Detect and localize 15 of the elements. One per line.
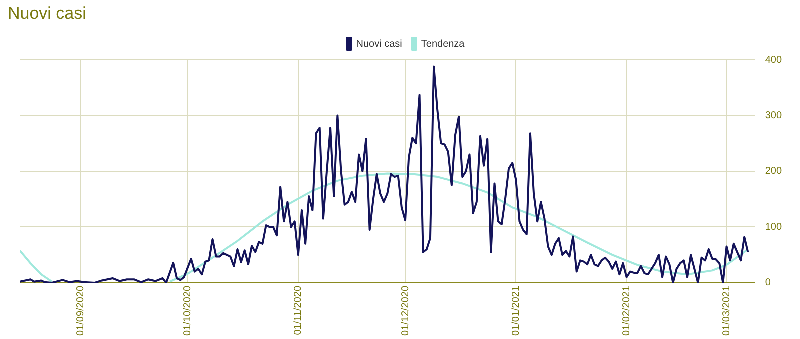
x-tick-label: 01/11/2020 <box>293 286 304 336</box>
y-tick-label: 100 <box>765 222 782 233</box>
x-tick-label: 01/01/2021 <box>510 286 522 336</box>
y-tick-label: 300 <box>765 110 782 122</box>
x-tick-label: 01/12/2020 <box>400 286 412 336</box>
x-tick-label: 01/10/2020 <box>182 286 194 336</box>
legend-label: Tendenza <box>421 38 466 50</box>
y-tick-label: 0 <box>765 278 772 289</box>
chart-title: Nuovi casi <box>8 4 86 24</box>
x-tick-label: 01/02/2021 <box>622 286 633 336</box>
y-tick-label: 200 <box>765 166 782 178</box>
x-tick-label: 01/09/2020 <box>75 286 86 336</box>
legend-label: Nuovi casi <box>356 38 402 50</box>
x-tick-label: 01/03/2021 <box>722 286 733 336</box>
y-tick-label: 400 <box>765 54 782 66</box>
